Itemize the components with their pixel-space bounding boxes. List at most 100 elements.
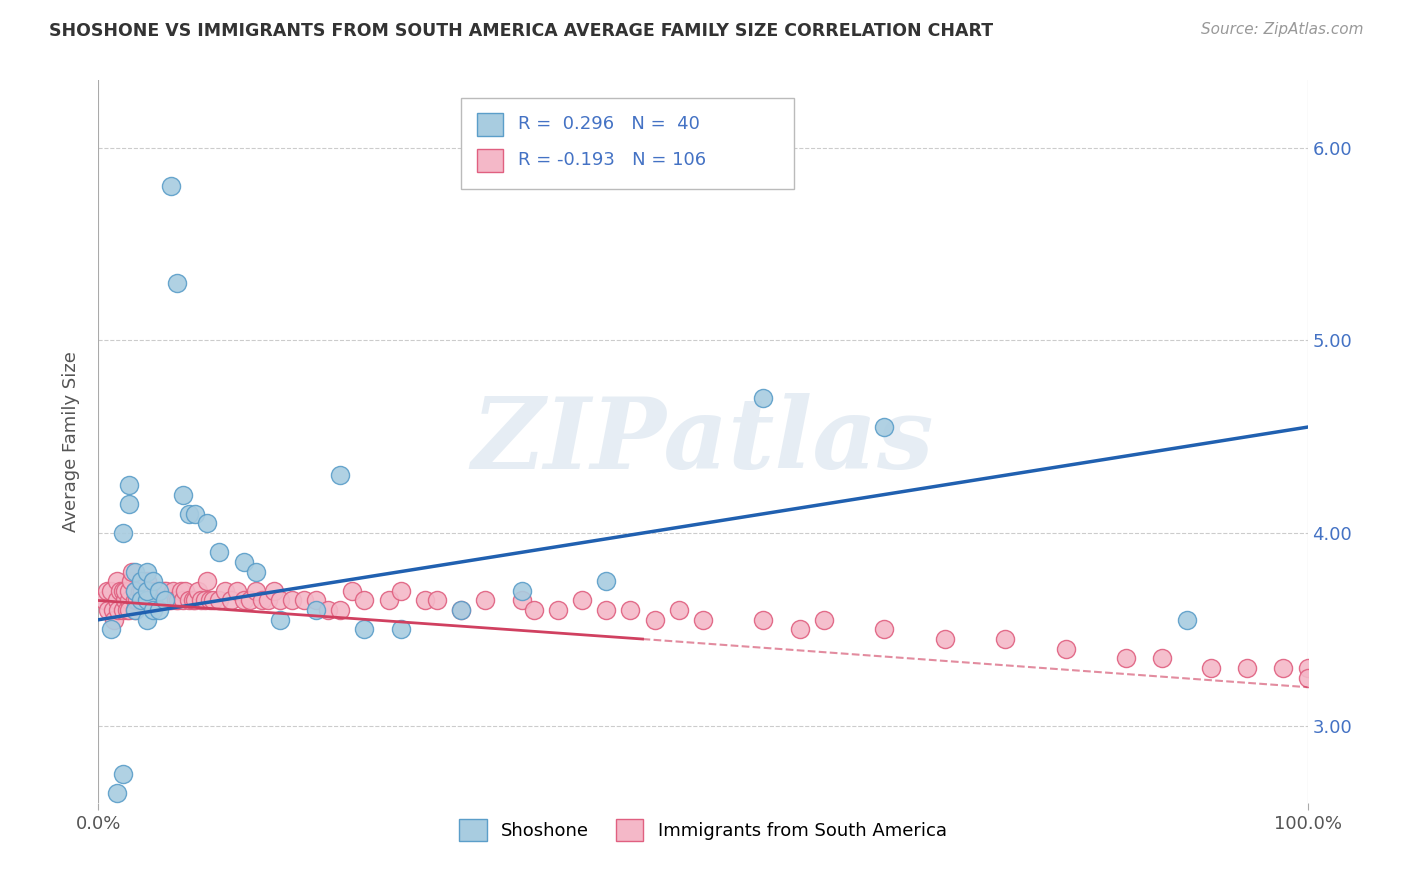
Point (292, 593, 315, 607)
Point (134, 593, 156, 607)
Point (194, 593, 217, 607)
Point (135, 593, 157, 607)
Point (124, 603, 146, 617)
Point (316, 603, 339, 617)
Point (160, 593, 183, 607)
Point (269, 613, 291, 627)
Point (873, 420, 896, 434)
Point (153, 593, 176, 607)
Point (187, 583, 209, 598)
Point (97, 603, 120, 617)
Point (202, 593, 225, 607)
Point (198, 593, 221, 607)
Point (692, 613, 714, 627)
Point (172, 487, 194, 501)
Point (118, 603, 141, 617)
Point (121, 565, 143, 579)
Point (250, 593, 273, 607)
Point (353, 593, 375, 607)
Point (208, 545, 231, 559)
Point (263, 583, 285, 598)
Bar (477, 112, 503, 136)
Point (142, 603, 165, 617)
Point (148, 583, 170, 598)
Point (269, 593, 291, 607)
Point (124, 565, 146, 579)
Point (994, 632, 1017, 646)
Point (129, 574, 152, 589)
Point (153, 593, 176, 607)
Point (129, 574, 152, 589)
Point (342, 583, 364, 598)
Point (135, 565, 157, 579)
Point (226, 583, 249, 598)
Y-axis label: Average Family Size: Average Family Size (62, 351, 80, 532)
Point (789, 623, 811, 637)
Point (118, 593, 141, 607)
Point (595, 574, 617, 589)
Point (165, 593, 187, 607)
Point (127, 593, 149, 607)
Point (1272, 661, 1295, 675)
Point (195, 516, 218, 531)
Point (752, 391, 775, 405)
Point (208, 593, 231, 607)
Point (190, 593, 212, 607)
Point (111, 767, 134, 781)
Point (389, 623, 412, 637)
Point (148, 603, 170, 617)
Point (221, 593, 243, 607)
Point (143, 593, 166, 607)
Text: R = -0.193   N = 106: R = -0.193 N = 106 (517, 152, 706, 169)
Point (510, 583, 533, 598)
Point (813, 613, 835, 627)
Point (124, 583, 146, 598)
Point (214, 583, 236, 598)
Point (150, 583, 173, 598)
Point (131, 583, 153, 598)
FancyBboxPatch shape (461, 98, 793, 189)
Point (644, 613, 666, 627)
Point (108, 583, 131, 598)
Point (155, 583, 177, 598)
Point (142, 583, 165, 598)
Point (129, 593, 152, 607)
Point (474, 593, 496, 607)
Point (329, 603, 352, 617)
Point (179, 593, 201, 607)
Point (1296, 661, 1319, 675)
Point (595, 603, 617, 617)
Point (103, 613, 125, 627)
Point (232, 555, 254, 569)
Point (157, 593, 180, 607)
Point (174, 583, 197, 598)
Point (547, 603, 569, 617)
Point (353, 623, 375, 637)
Point (619, 603, 641, 617)
Point (167, 593, 190, 607)
Point (426, 593, 449, 607)
Point (148, 593, 170, 607)
Point (105, 593, 128, 607)
Point (111, 583, 134, 598)
Point (1054, 641, 1077, 656)
Point (1175, 613, 1198, 627)
Point (389, 583, 412, 598)
Point (181, 593, 204, 607)
Point (166, 276, 188, 290)
Point (138, 583, 160, 598)
Point (1236, 661, 1258, 675)
Point (111, 603, 134, 617)
Point (510, 593, 533, 607)
Point (162, 583, 184, 598)
Point (118, 583, 141, 598)
Point (118, 478, 141, 492)
Point (124, 583, 146, 598)
Point (450, 603, 472, 617)
Point (1152, 651, 1174, 665)
Point (1199, 661, 1222, 675)
Point (135, 574, 157, 589)
Point (100, 623, 122, 637)
Point (101, 603, 124, 617)
Point (232, 593, 254, 607)
